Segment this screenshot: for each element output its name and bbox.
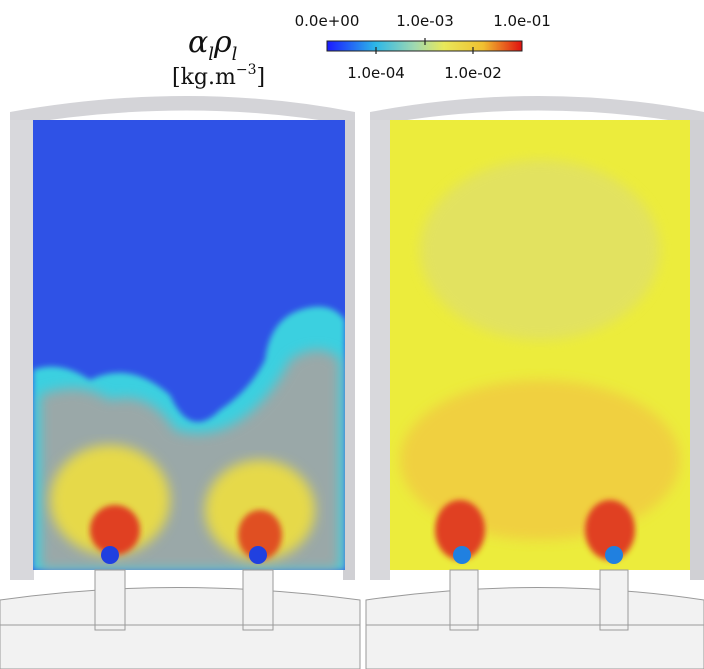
base-structure: [0, 569, 704, 669]
colorbar-tick-label: 1.0e-04: [347, 64, 405, 82]
right-panel: [370, 96, 704, 580]
unit-label: [kg.m−3]: [172, 62, 265, 90]
quantity-symbol: αlρl: [188, 25, 238, 65]
colorbar-tick-label: 0.0e+00: [295, 12, 360, 30]
colorbar-tick-label: 1.0e-03: [396, 12, 454, 30]
colorbar-ticks: [375, 38, 474, 54]
left-panel: [10, 96, 355, 580]
colorbar-tick-label: 1.0e-02: [444, 64, 502, 82]
colorbar-tick-label: 1.0e-01: [493, 12, 551, 30]
